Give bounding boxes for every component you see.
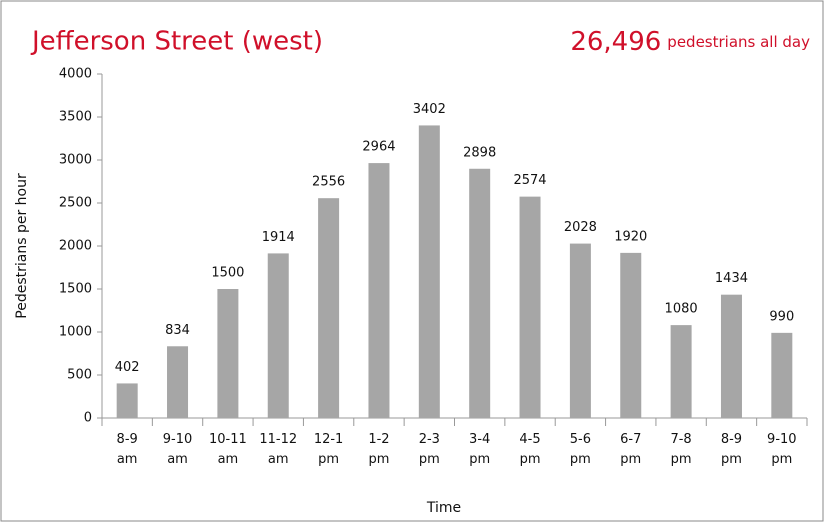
x-tick-label: 5-6 pm: [569, 432, 591, 467]
x-axis-label: Time: [426, 500, 461, 516]
bar: [720, 294, 742, 418]
bar: [519, 196, 541, 418]
y-tick-label: 3000: [59, 153, 92, 168]
bar: [217, 289, 239, 418]
x-tick-label: 8-9 pm: [720, 432, 743, 467]
y-tick-label: 500: [67, 368, 92, 383]
bar: [418, 125, 440, 418]
data-label: 3402: [413, 102, 446, 117]
data-label: 2898: [463, 145, 496, 160]
bar: [771, 332, 793, 418]
data-label: 1914: [262, 230, 295, 245]
x-tick-label: 7-8 pm: [670, 432, 692, 467]
x-tick-label: 9-10 am: [162, 432, 193, 467]
chart-title: Jefferson Street (west): [30, 27, 323, 57]
data-label: 1434: [715, 271, 748, 286]
bar: [469, 168, 491, 418]
bar: [620, 252, 642, 418]
data-label: 2574: [513, 173, 546, 188]
x-tick-label: 12-1 pm: [313, 432, 344, 467]
bar: [167, 346, 189, 418]
data-label: 834: [165, 323, 190, 338]
data-label: 2556: [312, 175, 345, 190]
data-label: 2964: [362, 140, 395, 155]
y-tick-label: 2000: [59, 239, 92, 254]
y-tick-label: 3500: [59, 110, 92, 125]
y-axis-label: Pedestrians per hour: [14, 173, 30, 319]
x-tick-label: 6-7 pm: [620, 432, 642, 467]
y-tick-label: 1000: [59, 325, 92, 340]
x-tick-label: 1-2 pm: [368, 432, 390, 467]
bar: [368, 163, 390, 418]
bar: [670, 325, 692, 418]
total-label: pedestrians all day: [667, 33, 810, 51]
y-tick-label: 4000: [59, 67, 92, 82]
data-label: 1080: [665, 302, 698, 317]
x-tick-label: 3-4 pm: [469, 432, 491, 467]
data-label: 990: [769, 309, 794, 324]
x-tick-label: 2-3 pm: [418, 432, 440, 467]
x-tick-label: 10-11 am: [209, 432, 247, 467]
data-label: 402: [115, 360, 140, 375]
total-annotation: 26,496 pedestrians all day: [570, 27, 810, 57]
data-label: 2028: [564, 220, 597, 235]
y-tick-label: 0: [84, 411, 92, 426]
y-tick-label: 1500: [59, 282, 92, 297]
x-tick-label: 8-9 am: [116, 432, 138, 467]
y-tick-label: 2500: [59, 196, 92, 211]
data-label: 1500: [211, 266, 244, 281]
bar: [116, 383, 138, 418]
bar: [267, 253, 289, 418]
total-value: 26,496: [570, 27, 661, 57]
data-label: 1920: [614, 229, 647, 244]
x-tick-label: 11-12 am: [259, 432, 298, 467]
x-tick-label: 4-5 pm: [519, 432, 541, 467]
x-tick-label: 9-10 pm: [767, 432, 797, 467]
bar: [318, 198, 340, 418]
bar: [569, 243, 591, 418]
